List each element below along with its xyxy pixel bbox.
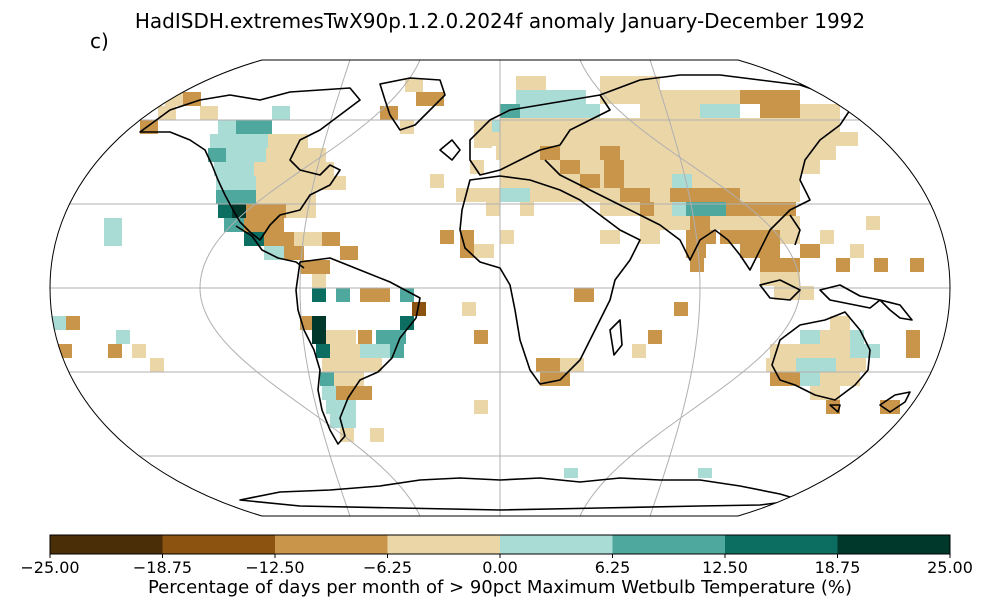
colorbar-tick-label: −18.75: [132, 558, 193, 577]
map-title: HadISDH.extremesTwX90p.1.2.0.2024f anoma…: [134, 9, 866, 33]
colorbar-tick-label: −25.00: [20, 558, 80, 577]
colorbar-tick-label: 6.25: [594, 558, 631, 577]
panel-label: c): [90, 29, 109, 53]
colorbar-bin-2: [275, 535, 388, 554]
colorbar-bin-6: [725, 535, 838, 554]
map-gridlines: [50, 60, 950, 516]
colorbar-tick-label: 25.00: [927, 558, 973, 577]
colorbar-bin-3: [387, 535, 500, 554]
colorbar-tick-label: 0.00: [482, 558, 518, 577]
colorbar-tick-label: −12.50: [245, 558, 305, 577]
colorbar-tick-label: 18.75: [814, 558, 861, 577]
colorbar-bin-1: [162, 535, 275, 554]
colorbar-tick-label: 12.50: [702, 558, 748, 577]
coastlines: [139, 74, 913, 511]
colorbar-label: Percentage of days per month of > 90pct …: [147, 577, 853, 598]
colorbar: [49, 534, 951, 558]
colorbar-tick-label: −6.25: [362, 558, 413, 577]
colorbar-bin-0: [50, 535, 163, 554]
colorbar-bin-5: [612, 535, 725, 554]
colorbar-bin-4: [500, 535, 613, 554]
globe-outline: [49, 59, 951, 517]
colorbar-bin-7: [837, 535, 950, 554]
